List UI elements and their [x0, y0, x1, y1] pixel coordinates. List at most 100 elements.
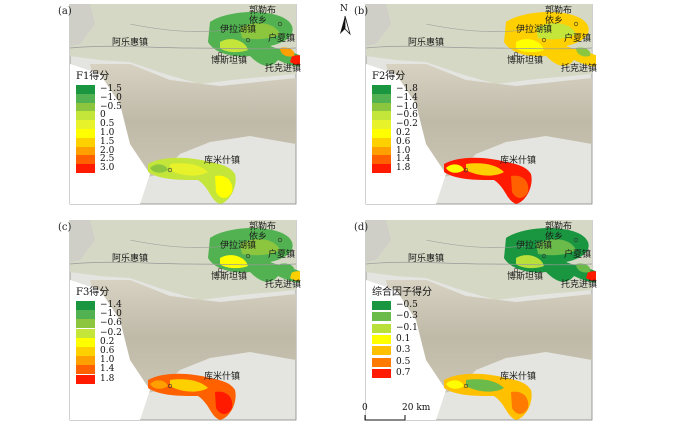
legend-value: −0.3: [396, 311, 418, 322]
legend-swatch: [76, 365, 95, 375]
legend-swatch: [372, 357, 391, 367]
legend-swatch: [76, 93, 95, 103]
legend-value: 0.7: [396, 367, 411, 378]
legend-swatch: [76, 374, 95, 384]
legend-value: −0.5: [396, 300, 418, 310]
panel-label: (d): [354, 222, 369, 233]
legend-value: −0.6: [100, 318, 122, 329]
legend-swatch: [76, 111, 95, 121]
legend-swatch: [76, 155, 95, 165]
legend-value: −1.0: [100, 309, 122, 320]
north-label: N: [340, 4, 348, 14]
town-guolebu: 郭勒布 依乡: [249, 6, 277, 26]
legend-swatch: [372, 129, 391, 138]
panel-label: (c): [58, 222, 72, 233]
legend-swatch: [372, 164, 391, 174]
town-kumishi: 库米什镇: [204, 372, 241, 382]
legend-value: −1.8: [396, 84, 418, 94]
legend-value: 0.6: [396, 136, 411, 147]
town-huxia: 户夏镇: [268, 250, 296, 260]
legend-swatch: [76, 146, 95, 156]
legend-swatch: [76, 129, 95, 138]
map-panel-1: (b) 阿乐惠镇 伊拉湖镇 郭勒布 依乡 户夏镇 博斯坦镇 托克进镇 库米什镇 …: [296, 4, 597, 205]
legend-swatch: [372, 120, 391, 130]
legend-value: 0.5: [100, 119, 115, 130]
town-aleshui: 阿乐惠镇: [112, 38, 149, 48]
legend-value: −1.0: [396, 101, 418, 112]
legend-value: −1.4: [100, 300, 122, 310]
north-arrow-icon: [340, 15, 351, 36]
legend-value: 1.0: [396, 145, 411, 156]
legend-swatch: [76, 85, 95, 94]
legend-swatch: [76, 347, 95, 356]
legend-value: 0.6: [100, 346, 115, 356]
legend-swatch: [76, 337, 95, 347]
legend-swatch: [372, 334, 391, 344]
legend-swatch: [76, 310, 95, 320]
legend-value: 0.2: [396, 128, 411, 138]
town-bositan: 博斯坦镇: [211, 272, 248, 282]
legend-swatch: [372, 323, 391, 333]
legend-swatch: [372, 301, 391, 310]
town-yilahu: 伊拉湖镇: [220, 241, 257, 251]
legend-value: 1.0: [100, 128, 115, 138]
legend-value: −1.0: [100, 92, 122, 103]
legend-value: 0.5: [396, 356, 411, 367]
legend-swatch: [76, 164, 95, 174]
town-huxia: 户夏镇: [564, 34, 592, 44]
legend-swatch: [76, 102, 95, 112]
legend-swatch: [372, 146, 391, 156]
town-kumishi: 库米什镇: [500, 156, 537, 166]
legend-swatch: [372, 312, 391, 322]
town-aleshui: 阿乐惠镇: [408, 38, 445, 48]
legend-value: 0: [100, 110, 106, 121]
legend-value: 2.0: [100, 145, 115, 156]
scale-line: [364, 415, 406, 421]
town-kumishi: 库米什镇: [500, 372, 537, 382]
town-yilahu: 伊拉湖镇: [516, 241, 553, 251]
town-guolebu: 郭勒布 依乡: [545, 222, 573, 242]
legend-value: −0.2: [100, 327, 122, 338]
town-bositan: 博斯坦镇: [507, 272, 544, 282]
legend-title: 综合因子得分: [372, 287, 432, 298]
legend-swatch: [372, 368, 391, 378]
town-aleshui: 阿乐惠镇: [112, 254, 149, 264]
panel-label: (a): [58, 6, 72, 17]
legend-value: −0.6: [396, 110, 418, 121]
legend-swatch: [372, 111, 391, 121]
legend-swatch: [76, 319, 95, 329]
scale-distance: 20 km: [402, 403, 431, 413]
legend-value: −1.4: [396, 92, 418, 103]
town-aleshui: 阿乐惠镇: [408, 254, 445, 264]
legend-swatch: [76, 356, 95, 366]
town-huxia: 户夏镇: [268, 34, 296, 44]
legend-title: F2得分: [372, 71, 406, 82]
legend-swatch: [372, 346, 391, 356]
terrain-map: [69, 4, 300, 205]
legend-swatch: [372, 85, 391, 94]
legend-value: −0.5: [100, 101, 122, 112]
town-yilahu: 伊拉湖镇: [516, 25, 553, 35]
legend-value: 3.0: [100, 163, 115, 174]
legend-value: −0.2: [396, 119, 418, 130]
terrain-map: [69, 220, 300, 421]
legend-value: 1.4: [396, 154, 411, 165]
town-huxia: 户夏镇: [564, 250, 592, 260]
legend-swatch: [76, 301, 95, 310]
town-bositan: 博斯坦镇: [211, 56, 248, 66]
legend-value: 1.8: [100, 373, 115, 384]
legend-value: 0.2: [100, 336, 115, 347]
panel-label: (b): [354, 6, 369, 17]
map-panel-3: (d) 阿乐惠镇 伊拉湖镇 郭勒布 依乡 户夏镇 博斯坦镇 托克进镇 库米什镇 …: [296, 220, 597, 421]
legend-swatch: [372, 102, 391, 112]
legend-value: 0.3: [396, 345, 411, 356]
town-kumishi: 库米什镇: [204, 156, 241, 166]
town-guolebu: 郭勒布 依乡: [249, 222, 277, 242]
town-tuokejin: 托克进镇: [265, 280, 302, 290]
legend-title: F1得分: [76, 71, 110, 82]
town-tuokejin: 托克进镇: [561, 64, 598, 74]
map-panel-2: (c) 阿乐惠镇 伊拉湖镇 郭勒布 依乡 户夏镇 博斯坦镇 托克进镇 库米什镇 …: [0, 220, 301, 421]
town-tuokejin: 托克进镇: [561, 280, 598, 290]
legend-swatch: [76, 120, 95, 130]
map-panel-0: (a) 阿乐惠镇 伊拉湖镇 郭勒布 依乡 户夏镇 博斯坦镇 托克进镇 库米什镇 …: [0, 4, 301, 205]
